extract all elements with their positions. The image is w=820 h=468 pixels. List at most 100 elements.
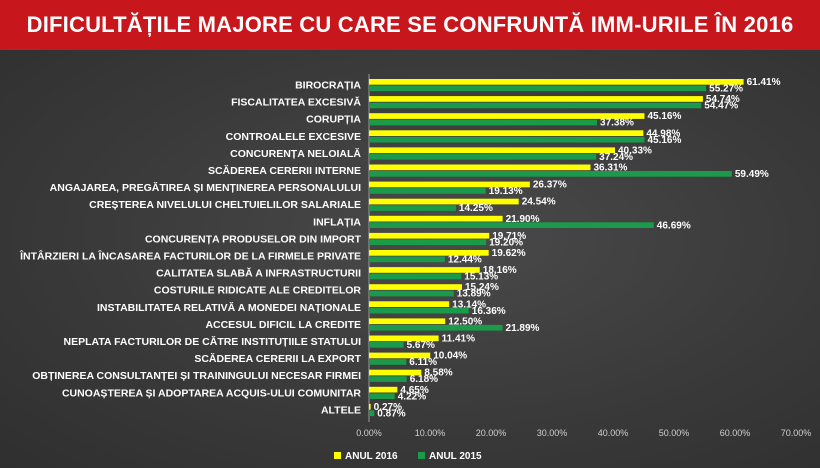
category-label: ALTELE [321, 404, 361, 416]
data-label: 19.20% [489, 237, 523, 248]
category-label: SCĂDEREA CERERII INTERNE [208, 164, 361, 177]
data-label: 40.33% [618, 145, 652, 156]
data-label: 6.18% [410, 374, 438, 385]
bar-2015 [369, 324, 503, 331]
bar-2016 [369, 301, 450, 307]
category-label: COSTURILE RIDICATE ALE CREDITELOR [154, 285, 362, 297]
bar-2016 [369, 335, 439, 342]
data-label: 5.67% [407, 340, 435, 351]
bar-2015 [369, 273, 462, 280]
bar-2015 [369, 290, 454, 297]
data-label: 8.58% [424, 368, 452, 379]
category-label: INFLAȚIA [313, 216, 361, 228]
bar-2016 [369, 403, 371, 410]
bar-2016 [369, 232, 490, 239]
category-label: NEPLATA FACTURILOR DE CĂTRE INSTITUȚIILE… [64, 335, 362, 348]
data-label: 15.24% [465, 282, 499, 293]
category-label: BIROCRAȚIA [295, 80, 361, 92]
data-label: 14.25% [459, 203, 493, 214]
data-label: 59.49% [735, 169, 769, 180]
category-label: CREȘTEREA NIVELULUI CHELTUIELILOR SALARI… [89, 199, 361, 211]
x-tick-label: 40.00% [598, 428, 629, 438]
bar-2015 [369, 188, 486, 194]
bar-2016 [369, 318, 446, 325]
data-label: 44.98% [646, 128, 680, 139]
bar-2015 [369, 307, 469, 314]
data-label: 24.54% [522, 197, 556, 208]
bar-2016 [369, 130, 644, 136]
data-label: 37.38% [600, 118, 634, 129]
data-label: 37.24% [599, 152, 633, 163]
data-label: 12.44% [448, 255, 482, 266]
data-label: 0.27% [374, 402, 402, 413]
x-tick-label: 20.00% [476, 428, 507, 438]
data-label: 19.62% [492, 248, 526, 259]
data-label: 26.37% [533, 180, 567, 191]
legend-swatch [418, 452, 425, 459]
bar-2016 [369, 113, 645, 119]
bar-2015 [369, 119, 598, 126]
bar-2016 [369, 215, 503, 222]
bar-2016 [369, 352, 431, 359]
data-label: 54.74% [706, 94, 740, 105]
data-label: 46.69% [657, 220, 691, 231]
bar-2015 [369, 136, 645, 143]
data-label: 18.16% [483, 265, 517, 276]
data-label: 6.11% [409, 357, 437, 368]
bar-2015 [369, 85, 707, 92]
x-tick-label: 60.00% [720, 428, 751, 438]
bar-2015 [369, 153, 597, 160]
bar-2016 [369, 79, 744, 85]
category-label: CONCURENȚA NELOIALĂ [230, 147, 361, 160]
bar-2016 [369, 250, 489, 256]
bar-2016 [369, 198, 519, 205]
bar-2015 [369, 342, 404, 348]
data-label: 4.22% [398, 391, 426, 402]
x-tick-label: 50.00% [659, 428, 690, 438]
legend-label: ANUL 2015 [429, 451, 482, 462]
data-label: 19.71% [492, 231, 526, 242]
x-tick-label: 70.00% [781, 428, 812, 438]
bar-2015 [369, 359, 407, 365]
data-label: 21.89% [506, 323, 540, 334]
data-label: 45.16% [647, 135, 681, 146]
bar-2016 [369, 164, 591, 171]
category-label: CORUPȚIA [306, 114, 361, 126]
bar-2016 [369, 386, 398, 393]
bar-2016 [369, 267, 480, 273]
data-label: 54.47% [704, 101, 738, 112]
bar-2015 [369, 222, 654, 228]
data-label: 19.13% [489, 186, 523, 197]
legend-swatch [334, 452, 341, 459]
data-label: 13.14% [452, 299, 486, 310]
category-label: ÎNTÂRZIERI LA ÎNCASAREA FACTURILOR DE LA… [19, 250, 361, 263]
data-label: 11.41% [442, 334, 475, 345]
bar-2015 [369, 239, 487, 246]
data-label: 61.41% [747, 77, 781, 88]
data-label: 12.50% [448, 316, 482, 327]
category-label: FISCALITATEA EXCESIVĂ [231, 96, 361, 109]
category-label: OBȚINEREA CONSULTANȚEI ȘI TRAININGULUI N… [32, 370, 361, 382]
category-label: CONTROALELE EXCESIVE [226, 131, 361, 143]
category-label: CUNOAȘTEREA ȘI ADOPTAREA ACQUIS-ULUI COM… [62, 387, 361, 399]
data-label: 16.36% [472, 306, 506, 317]
data-label: 15.13% [464, 272, 498, 283]
bar-2015 [369, 205, 456, 211]
bar-2016 [369, 369, 422, 376]
page-title: DIFICULTĂȚILE MAJORE CU CARE SE CONFRUNT… [26, 12, 794, 37]
category-label: CONCURENȚA PRODUSELOR DIN IMPORT [145, 233, 362, 245]
bar-2015 [369, 171, 732, 177]
bar-2015 [369, 376, 407, 382]
category-label: INSTABILITATEA RELATIVĂ A MONEDEI NAȚION… [97, 301, 361, 314]
x-tick-label: 0.00% [356, 428, 382, 438]
x-tick-label: 10.00% [415, 428, 446, 438]
data-label: 55.27% [709, 84, 743, 95]
bar-2016 [369, 181, 530, 188]
bar-2016 [369, 96, 703, 102]
category-label: ACCESUL DIFICIL LA CREDITE [205, 319, 361, 331]
category-label: SCĂDEREA CERERII LA EXPORT [194, 352, 361, 365]
data-label: 10.04% [433, 351, 467, 362]
data-label: 45.16% [647, 111, 681, 122]
bar-2016 [369, 284, 462, 290]
